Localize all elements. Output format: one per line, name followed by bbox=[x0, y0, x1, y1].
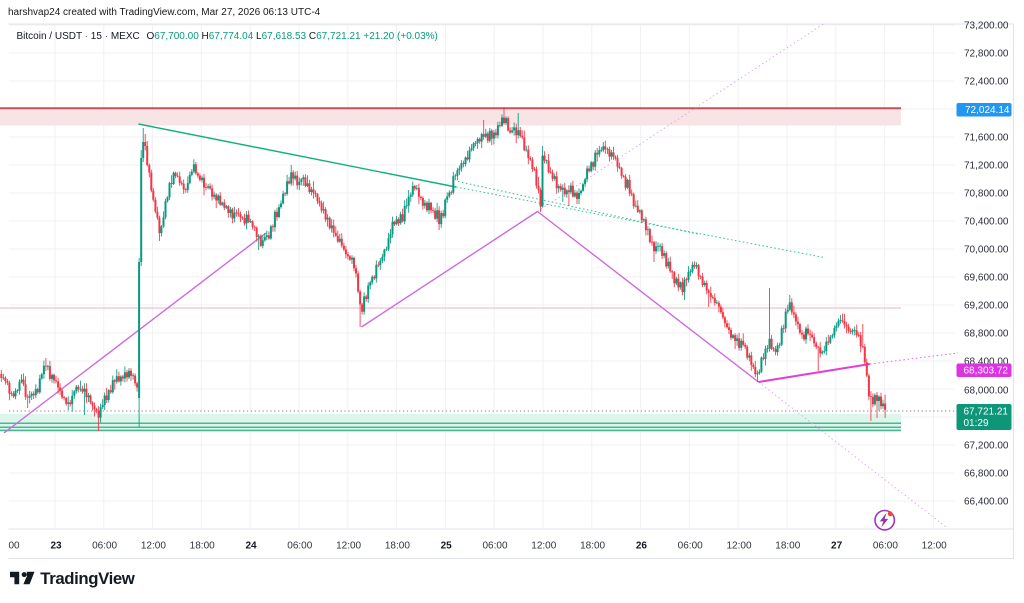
svg-text:06:00: 06:00 bbox=[873, 541, 898, 552]
svg-text:71,600.00: 71,600.00 bbox=[964, 133, 1009, 144]
svg-text:66,800.00: 66,800.00 bbox=[964, 469, 1009, 480]
svg-text:69,200.00: 69,200.00 bbox=[964, 301, 1009, 312]
svg-text:06:00: 06:00 bbox=[678, 541, 703, 552]
svg-text:12:00: 12:00 bbox=[726, 541, 751, 552]
svg-text:70,000.00: 70,000.00 bbox=[964, 245, 1009, 256]
svg-text:72,800.00: 72,800.00 bbox=[964, 49, 1009, 60]
svg-text:12:00: 12:00 bbox=[336, 541, 361, 552]
svg-text:72,400.00: 72,400.00 bbox=[964, 77, 1009, 88]
svg-text:70,800.00: 70,800.00 bbox=[964, 189, 1009, 200]
svg-text:68,303.72: 68,303.72 bbox=[964, 366, 1009, 377]
svg-text:68,800.00: 68,800.00 bbox=[964, 329, 1009, 340]
svg-text:67,721.21: 67,721.21 bbox=[964, 406, 1009, 417]
svg-text:27: 27 bbox=[831, 541, 843, 552]
svg-text:12:00: 12:00 bbox=[922, 541, 947, 552]
svg-text:24: 24 bbox=[245, 541, 257, 552]
svg-text:73,200.00: 73,200.00 bbox=[964, 21, 1009, 32]
svg-text:12:00: 12:00 bbox=[531, 541, 556, 552]
svg-text:Bitcoin / USDT · 15 · MEXC O67: Bitcoin / USDT · 15 · MEXC O67,700.00 H6… bbox=[17, 31, 438, 42]
svg-text:TradingView: TradingView bbox=[40, 569, 135, 588]
svg-text:23: 23 bbox=[50, 541, 62, 552]
svg-text:70,400.00: 70,400.00 bbox=[964, 217, 1009, 228]
svg-text:18:00: 18:00 bbox=[580, 541, 605, 552]
svg-text:06:00: 06:00 bbox=[287, 541, 312, 552]
svg-text:18:00: 18:00 bbox=[775, 541, 800, 552]
svg-text:18:00: 18:00 bbox=[385, 541, 410, 552]
svg-text:67,200.00: 67,200.00 bbox=[964, 441, 1009, 452]
svg-text:12:00: 12:00 bbox=[141, 541, 166, 552]
svg-text:06:00: 06:00 bbox=[92, 541, 117, 552]
svg-text:18:00: 18:00 bbox=[190, 541, 215, 552]
svg-text:68,000.00: 68,000.00 bbox=[964, 386, 1009, 397]
svg-text:26: 26 bbox=[636, 541, 648, 552]
svg-text:66,400.00: 66,400.00 bbox=[964, 497, 1009, 508]
svg-text:69,600.00: 69,600.00 bbox=[964, 273, 1009, 284]
svg-text:72,024.14: 72,024.14 bbox=[965, 105, 1010, 116]
svg-text:68,400.00: 68,400.00 bbox=[964, 357, 1009, 368]
svg-text:01:29: 01:29 bbox=[964, 418, 989, 429]
svg-text:71,200.00: 71,200.00 bbox=[964, 161, 1009, 172]
svg-text:25: 25 bbox=[441, 541, 453, 552]
svg-text:06:00: 06:00 bbox=[482, 541, 507, 552]
svg-text:00: 00 bbox=[8, 541, 20, 552]
